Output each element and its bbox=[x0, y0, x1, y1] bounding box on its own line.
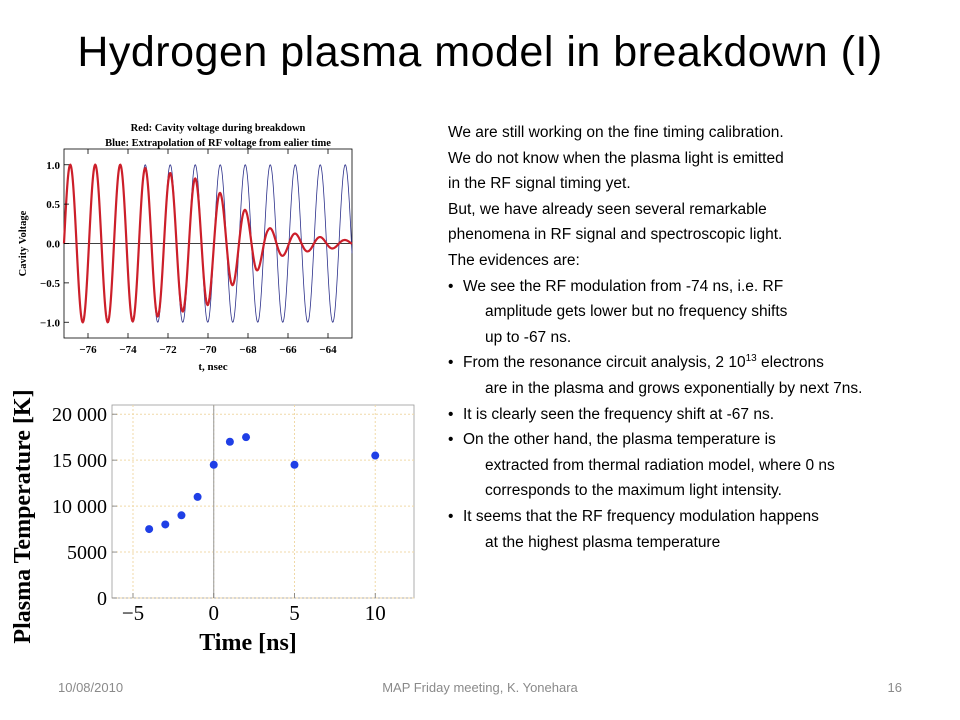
y-tick-label: 0.0 bbox=[46, 239, 60, 251]
x-tick-label: 0 bbox=[208, 601, 219, 625]
x-tick-label: −74 bbox=[119, 344, 137, 356]
body-line: in the RF signal timing yet. bbox=[448, 175, 631, 193]
series-cavity-voltage-line bbox=[62, 163, 353, 324]
x-tick-label: −68 bbox=[239, 344, 257, 356]
bullet-line: extracted from thermal radiation model, … bbox=[485, 456, 835, 474]
data-point bbox=[290, 460, 299, 469]
bullet-line: up to -67 ns. bbox=[485, 328, 572, 346]
bullet-item: We see the RF modulation from -74 ns, i.… bbox=[448, 274, 953, 351]
bullet-item: It is clearly seen the frequency shift a… bbox=[448, 402, 953, 428]
x-tick-label: −70 bbox=[199, 344, 217, 356]
data-point bbox=[177, 511, 186, 520]
plasma-temperature-chart: −5 0 5 10 0 5000 10 000 15 000 20 000 Time [ns] Pl… bbox=[10, 389, 415, 656]
chart-title: Red: Cavity voltage during breakdown bbox=[131, 123, 306, 134]
bullet-text: electrons bbox=[756, 354, 824, 372]
plot-frame bbox=[111, 404, 415, 599]
bullet-line: We see the RF modulation from -74 ns, i.… bbox=[463, 277, 784, 295]
data-point bbox=[225, 437, 234, 446]
data-point bbox=[145, 525, 154, 534]
y-tick-label: 0 bbox=[97, 588, 107, 610]
y-tick-label: 5000 bbox=[67, 542, 107, 564]
chart-subtitle: Blue: Extrapolation of RF voltage from e… bbox=[105, 138, 331, 149]
x-tick-label: −5 bbox=[122, 601, 144, 625]
y-tick-label: 20 000 bbox=[52, 404, 107, 426]
bullet-text: From the resonance circuit analysis, 2 1… bbox=[463, 354, 746, 372]
x-tick-label: −76 bbox=[79, 344, 97, 356]
footer-page-number: 16 bbox=[887, 680, 902, 695]
y-axis-label: Plasma Temperature [K] bbox=[10, 389, 36, 643]
y-tick-label: −1.0 bbox=[40, 317, 61, 329]
y-tick-label: 1.0 bbox=[46, 160, 60, 172]
x-axis-label: t, nsec bbox=[198, 361, 227, 373]
slide-title: Hydrogen plasma model in breakdown (I) bbox=[77, 28, 883, 76]
y-tick-label: 10 000 bbox=[52, 496, 107, 518]
body-line: The evidences are: bbox=[448, 251, 580, 269]
bullet-line: It is clearly seen the frequency shift a… bbox=[463, 405, 775, 423]
x-tick-label: 5 bbox=[289, 601, 300, 625]
slide-body-text: We are still working on the fine timing … bbox=[448, 120, 953, 555]
data-point bbox=[161, 520, 170, 529]
bullet-item: From the resonance circuit analysis, 2 1… bbox=[448, 350, 953, 401]
footer-presentation-name: MAP Friday meeting, K. Yonehara bbox=[382, 680, 578, 695]
y-tick-label: −0.5 bbox=[40, 278, 61, 290]
bullet-line: at the highest plasma temperature bbox=[485, 533, 721, 551]
x-tick-label: −64 bbox=[319, 344, 337, 356]
body-line: But, we have already seen several remark… bbox=[448, 200, 767, 218]
data-point bbox=[242, 433, 251, 442]
exponent: 13 bbox=[745, 353, 757, 365]
data-point bbox=[371, 451, 380, 460]
bullet-line: corresponds to the maximum light intensi… bbox=[485, 482, 782, 500]
body-line: We are still working on the fine timing … bbox=[448, 124, 784, 141]
y-tick-label: 0.5 bbox=[46, 199, 60, 211]
x-tick-label: −66 bbox=[279, 344, 297, 356]
bullet-line: are in the plasma and grows exponentiall… bbox=[485, 379, 863, 397]
body-line: phenomena in RF signal and spectroscopic… bbox=[448, 226, 783, 244]
data-point bbox=[193, 492, 202, 501]
cavity-voltage-chart: Red: Cavity voltage during breakdown Blue… bbox=[18, 123, 353, 373]
y-axis-label: Cavity Voltage bbox=[18, 210, 29, 276]
data-point bbox=[209, 460, 218, 469]
bullet-line: From the resonance circuit analysis, 2 1… bbox=[463, 350, 953, 376]
bullet-line: amplitude gets lower but no frequency sh… bbox=[485, 303, 788, 321]
footer-date: 10/08/2010 bbox=[58, 680, 124, 695]
bullet-item: It seems that the RF frequency modulatio… bbox=[448, 504, 953, 555]
body-line: We do not know when the plasma light is … bbox=[448, 149, 784, 167]
x-tick-label: −72 bbox=[159, 344, 177, 356]
bullet-line: It seems that the RF frequency modulatio… bbox=[463, 507, 819, 525]
x-tick-label: 10 bbox=[365, 601, 386, 625]
y-tick-label: 15 000 bbox=[52, 450, 107, 472]
x-axis-label: Time [ns] bbox=[199, 630, 297, 656]
bullet-line: On the other hand, the plasma temperatur… bbox=[463, 431, 776, 449]
bullet-item: On the other hand, the plasma temperatur… bbox=[448, 427, 953, 504]
